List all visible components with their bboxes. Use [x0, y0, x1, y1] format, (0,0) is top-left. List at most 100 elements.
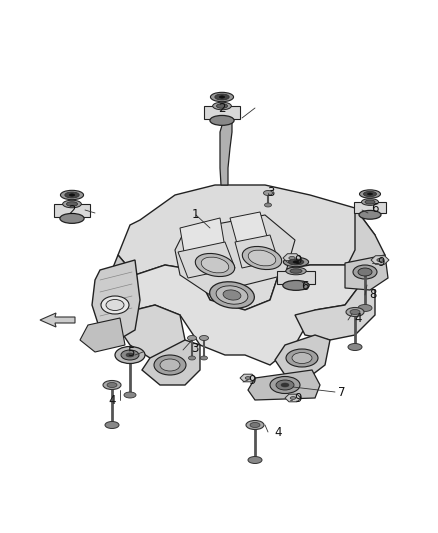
Polygon shape — [285, 394, 301, 402]
Ellipse shape — [210, 282, 254, 308]
Ellipse shape — [360, 190, 381, 198]
Text: 4: 4 — [354, 311, 362, 325]
Ellipse shape — [215, 94, 229, 100]
Ellipse shape — [293, 261, 299, 263]
Ellipse shape — [115, 346, 145, 364]
Polygon shape — [354, 202, 386, 213]
Ellipse shape — [264, 190, 272, 196]
Polygon shape — [230, 212, 268, 247]
Polygon shape — [248, 370, 320, 400]
Ellipse shape — [348, 343, 362, 351]
Ellipse shape — [283, 280, 309, 290]
Text: 7: 7 — [338, 385, 346, 399]
Ellipse shape — [290, 269, 302, 273]
Ellipse shape — [199, 335, 208, 341]
Ellipse shape — [270, 376, 300, 393]
Text: 3: 3 — [191, 342, 199, 354]
Ellipse shape — [245, 377, 251, 379]
Ellipse shape — [276, 380, 294, 390]
Ellipse shape — [265, 203, 272, 207]
Ellipse shape — [242, 246, 282, 270]
Ellipse shape — [154, 355, 186, 375]
Ellipse shape — [350, 310, 360, 314]
Polygon shape — [240, 374, 256, 382]
Text: 2: 2 — [68, 204, 76, 216]
Ellipse shape — [248, 456, 262, 464]
Text: 4: 4 — [108, 393, 116, 407]
Ellipse shape — [281, 383, 289, 387]
Ellipse shape — [353, 265, 377, 279]
Ellipse shape — [124, 392, 136, 398]
Ellipse shape — [60, 190, 84, 200]
Polygon shape — [275, 335, 330, 378]
Ellipse shape — [106, 300, 124, 311]
Ellipse shape — [63, 200, 81, 208]
Ellipse shape — [60, 213, 84, 223]
Ellipse shape — [361, 199, 378, 205]
Text: 3: 3 — [267, 187, 275, 199]
Polygon shape — [175, 215, 295, 295]
Ellipse shape — [283, 257, 309, 266]
Ellipse shape — [250, 423, 260, 427]
Polygon shape — [80, 318, 125, 352]
Ellipse shape — [65, 192, 79, 198]
Ellipse shape — [377, 259, 383, 262]
Ellipse shape — [201, 257, 229, 273]
Ellipse shape — [289, 256, 295, 260]
Ellipse shape — [188, 356, 195, 360]
Text: 9: 9 — [294, 254, 302, 266]
Polygon shape — [92, 260, 140, 340]
Ellipse shape — [101, 296, 129, 314]
Ellipse shape — [201, 356, 208, 360]
Ellipse shape — [69, 194, 75, 196]
Ellipse shape — [288, 259, 304, 265]
Ellipse shape — [219, 96, 225, 98]
Text: 1: 1 — [191, 208, 199, 222]
Text: 4: 4 — [274, 425, 282, 439]
Ellipse shape — [248, 250, 276, 266]
Ellipse shape — [286, 349, 318, 367]
Ellipse shape — [210, 116, 234, 125]
Polygon shape — [178, 242, 235, 278]
Ellipse shape — [105, 422, 119, 429]
Polygon shape — [54, 204, 90, 216]
Polygon shape — [283, 254, 301, 262]
Ellipse shape — [286, 267, 306, 275]
Ellipse shape — [210, 92, 233, 102]
Ellipse shape — [358, 304, 372, 311]
Ellipse shape — [195, 254, 235, 277]
Polygon shape — [205, 106, 240, 119]
Polygon shape — [277, 271, 315, 284]
Polygon shape — [120, 305, 185, 360]
Polygon shape — [295, 285, 375, 340]
Text: 5: 5 — [127, 345, 135, 359]
Ellipse shape — [358, 268, 372, 276]
Ellipse shape — [216, 286, 248, 304]
Polygon shape — [120, 265, 360, 365]
Ellipse shape — [346, 308, 364, 317]
Polygon shape — [40, 313, 75, 327]
Text: 2: 2 — [218, 101, 226, 115]
Ellipse shape — [223, 290, 241, 300]
Ellipse shape — [292, 352, 312, 364]
Ellipse shape — [246, 421, 264, 430]
Polygon shape — [345, 208, 385, 285]
Polygon shape — [180, 218, 225, 258]
Ellipse shape — [107, 383, 117, 387]
Ellipse shape — [367, 193, 372, 195]
Text: 9: 9 — [294, 392, 302, 405]
Polygon shape — [100, 255, 135, 335]
Text: 8: 8 — [369, 288, 377, 302]
Text: 6: 6 — [371, 201, 379, 214]
Ellipse shape — [290, 397, 296, 399]
Ellipse shape — [215, 112, 233, 124]
Ellipse shape — [213, 102, 231, 110]
Text: 6: 6 — [301, 280, 309, 294]
Polygon shape — [345, 255, 388, 290]
Ellipse shape — [126, 353, 134, 357]
Polygon shape — [220, 118, 232, 185]
Ellipse shape — [160, 359, 180, 371]
Text: 9: 9 — [248, 374, 256, 386]
Polygon shape — [371, 256, 389, 264]
Ellipse shape — [103, 381, 121, 390]
